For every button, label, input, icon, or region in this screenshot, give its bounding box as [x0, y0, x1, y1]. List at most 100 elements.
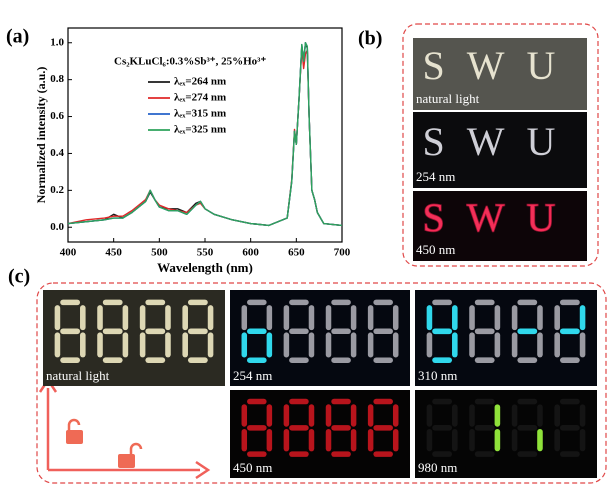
segment — [102, 299, 123, 306]
segment — [432, 328, 453, 335]
segment — [579, 428, 586, 452]
segment — [54, 305, 61, 331]
segment — [241, 332, 248, 358]
segment — [559, 357, 580, 363]
segment — [241, 428, 248, 452]
segment — [289, 398, 309, 405]
segment — [241, 305, 248, 331]
segment — [80, 332, 86, 358]
photo-sign: SWU — [423, 43, 578, 88]
segment — [331, 357, 351, 363]
segment — [373, 357, 393, 363]
segment — [266, 404, 273, 427]
segment — [54, 332, 61, 358]
segment — [554, 332, 560, 358]
segment — [559, 328, 580, 335]
segment — [145, 299, 166, 306]
segment — [474, 425, 495, 431]
segment — [517, 357, 538, 363]
segment — [392, 404, 399, 427]
segment — [392, 332, 399, 358]
photo: natural light — [43, 290, 225, 386]
x-axis-label: Wavelength (nm) — [157, 260, 253, 275]
photo: 254 nm — [230, 290, 410, 386]
segment — [308, 428, 315, 452]
x-tick-label: 500 — [151, 247, 168, 259]
segment — [122, 332, 129, 358]
photo-caption: natural light — [46, 368, 110, 383]
segment — [373, 425, 393, 431]
segment — [247, 425, 267, 431]
segment — [559, 451, 580, 457]
segment — [367, 305, 374, 331]
x-tick-label: 550 — [197, 247, 214, 259]
segment — [452, 404, 458, 427]
photo: 310 nm — [415, 290, 597, 386]
photo-bg — [413, 38, 587, 110]
segment — [432, 299, 453, 306]
photo-caption: 254 nm — [233, 368, 272, 383]
segment — [426, 332, 433, 358]
segment — [432, 357, 453, 363]
segment — [373, 328, 393, 335]
segment — [373, 398, 393, 405]
photo-bg — [415, 390, 597, 478]
segment — [60, 357, 81, 363]
photo-bg — [230, 290, 410, 386]
segment — [554, 305, 560, 331]
segment — [325, 428, 332, 452]
photo-caption: 450 nm — [233, 460, 272, 475]
segment — [452, 305, 458, 331]
segment — [350, 404, 357, 427]
segment — [517, 398, 538, 405]
segment — [494, 404, 501, 427]
y-tick-label: 0.4 — [50, 147, 64, 159]
segment — [283, 404, 290, 427]
segment — [452, 428, 458, 452]
segment — [308, 332, 315, 358]
photo-caption: 310 nm — [418, 368, 457, 383]
segment — [145, 357, 166, 363]
photo-bg — [230, 390, 410, 478]
segment — [474, 328, 495, 335]
segment — [494, 332, 501, 358]
panel-label: (b) — [358, 28, 382, 50]
segment — [559, 299, 580, 306]
segment — [392, 428, 399, 452]
segment — [469, 305, 475, 331]
segment — [182, 332, 188, 358]
y-tick-label: 0.2 — [50, 184, 64, 196]
segment — [308, 305, 315, 331]
segment — [373, 299, 393, 306]
panel-frame — [36, 282, 607, 484]
segment — [350, 332, 357, 358]
segment — [469, 428, 475, 452]
y-tick-label: 1.0 — [50, 36, 64, 48]
panel-label: (c) — [8, 266, 30, 288]
x-tick-label: 400 — [60, 247, 77, 259]
segment — [350, 305, 357, 331]
photo: SWU 254 nm — [413, 112, 587, 188]
segment — [367, 428, 374, 452]
segment — [122, 305, 129, 331]
photo-sign: SWU — [423, 119, 578, 164]
segment — [97, 332, 103, 358]
segment — [517, 451, 538, 457]
segment — [537, 428, 543, 452]
segment — [165, 305, 171, 331]
segment — [559, 398, 580, 405]
photo-caption: 254 nm — [416, 169, 455, 184]
segment — [207, 305, 214, 331]
segment — [145, 328, 166, 335]
segment — [517, 425, 538, 431]
segment — [537, 404, 543, 427]
segment — [469, 404, 475, 427]
segment — [247, 299, 267, 306]
segment — [426, 305, 433, 331]
segment — [432, 451, 453, 457]
annotation: Cs₂KLuCl₆:0.3%Sb³⁺, 25%Ho³⁺ — [114, 56, 266, 68]
series-line — [67, 42, 343, 227]
segment — [511, 428, 518, 452]
